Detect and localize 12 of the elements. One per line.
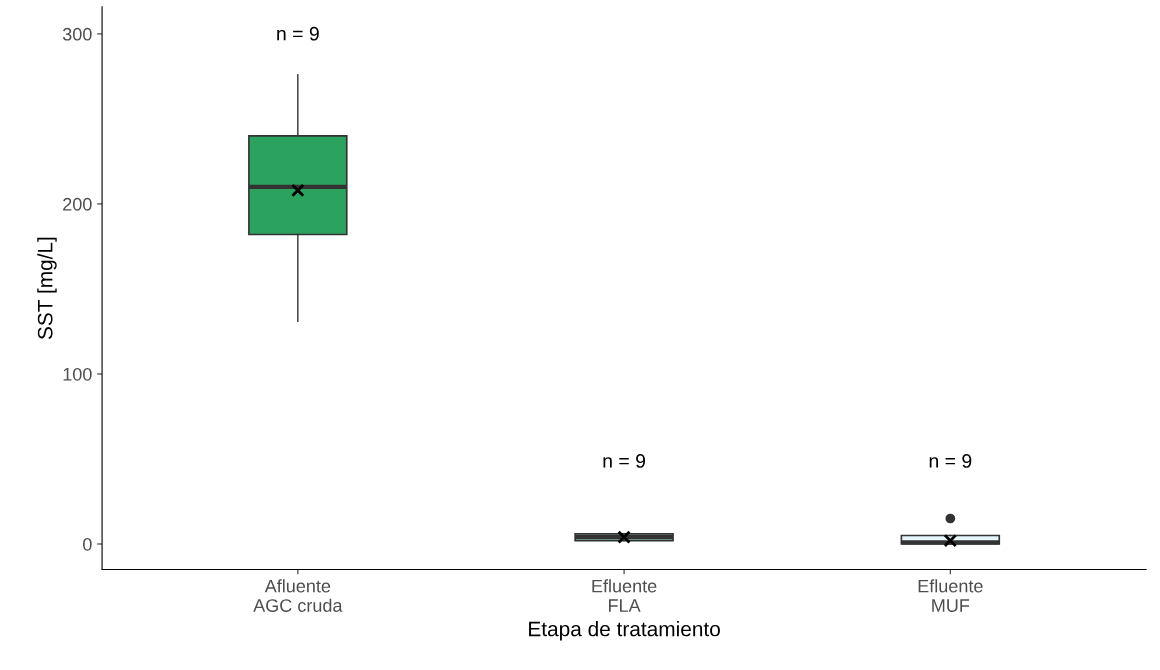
y-tick-label: 100 xyxy=(63,367,92,381)
x-tick-label: Efluente FLA xyxy=(592,579,657,612)
y-tick-label: 200 xyxy=(63,197,92,211)
annotation: n = 9 xyxy=(929,454,972,468)
x-axis-title: Etapa de tratamiento xyxy=(529,621,720,641)
x-tick-label: Afluente AGC cruda xyxy=(253,579,343,612)
y-tick-label: 0 xyxy=(83,537,92,551)
annotation: n = 9 xyxy=(277,26,319,41)
annotation: n = 9 xyxy=(603,454,646,468)
x-tick-label: Efluente MUF xyxy=(918,579,983,612)
y-tick-label: 300 xyxy=(62,27,92,41)
y-axis-title: SST [mg/L] xyxy=(37,237,57,340)
